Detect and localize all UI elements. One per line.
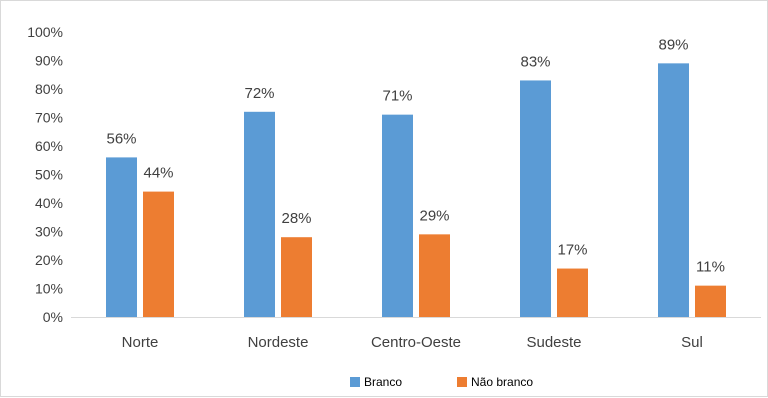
bar-nao-branco (419, 234, 450, 317)
bars (106, 63, 726, 318)
y-tick-label: 90% (35, 53, 63, 69)
x-tick-label: Norte (122, 334, 159, 351)
data-label: 44% (143, 165, 173, 182)
x-tick-label: Nordeste (248, 334, 309, 351)
x-tick-label: Centro-Oeste (371, 334, 461, 351)
y-tick-label: 20% (35, 252, 63, 268)
x-tick-label: Sudeste (526, 334, 581, 351)
y-tick-label: 80% (35, 81, 63, 97)
data-label: 71% (382, 88, 412, 105)
legend-branco-label: Branco (364, 375, 402, 389)
legend: Branco Não branco (350, 375, 533, 389)
legend-nao-branco-label: Não branco (471, 375, 533, 389)
data-label: 28% (281, 210, 311, 227)
bar-branco (244, 111, 275, 317)
bar-nao-branco (281, 237, 312, 317)
y-tick-label: 40% (35, 195, 63, 211)
y-tick-label: 70% (35, 110, 63, 126)
x-tick-label: Sul (681, 334, 703, 351)
bar-nao-branco (695, 285, 726, 317)
bar-nao-branco (557, 268, 588, 317)
data-label: 11% (696, 259, 725, 276)
x-axis: Norte Nordeste Centro-Oeste Sudeste Sul (71, 317, 761, 351)
bar-branco (382, 114, 413, 318)
data-label: 83% (520, 53, 550, 70)
bar-branco (106, 157, 137, 317)
y-tick-label: 30% (35, 224, 63, 240)
y-tick-label: 10% (35, 281, 63, 297)
data-labels: 56% 44% 72% 28% 71% 29% 83% 17% 89% 11% (106, 36, 724, 275)
data-label: 56% (106, 130, 136, 147)
data-label: 29% (419, 207, 449, 224)
y-tick-label: 100% (27, 24, 63, 40)
legend-nao-branco-swatch (457, 377, 467, 387)
legend-branco-swatch (350, 377, 360, 387)
data-label: 72% (244, 85, 274, 102)
y-axis: 0% 10% 20% 30% 40% 50% 60% 70% 80% 90% 100% (27, 24, 63, 325)
y-tick-label: 50% (35, 167, 63, 183)
y-tick-label: 0% (43, 309, 63, 325)
bar-branco (658, 63, 689, 317)
data-label: 17% (557, 242, 587, 259)
bar-branco (520, 80, 551, 317)
bar-nao-branco (143, 191, 174, 317)
y-tick-label: 60% (35, 138, 63, 154)
data-label: 89% (658, 36, 688, 53)
